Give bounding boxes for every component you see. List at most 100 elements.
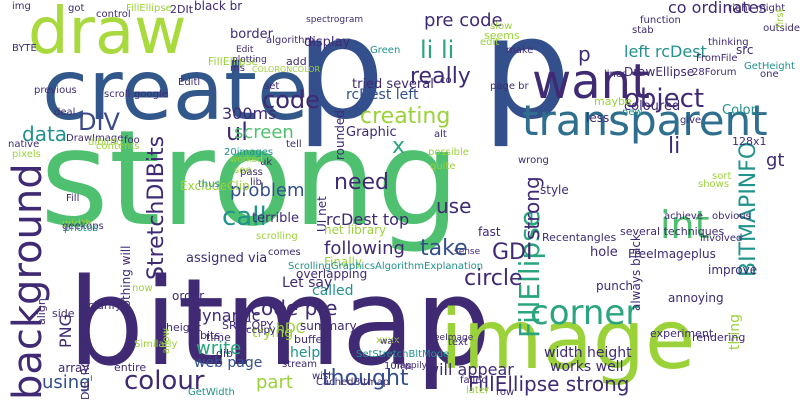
- word-trying: trying: [252, 325, 294, 341]
- word-int: int: [660, 203, 710, 247]
- word-native: native: [8, 139, 40, 150]
- word-height: height: [166, 321, 202, 334]
- word-img: img: [12, 1, 31, 12]
- word-sort: sort: [712, 171, 732, 182]
- word-new: new: [622, 107, 643, 118]
- word-fillellipse-strong: FillEllipse strong: [468, 372, 630, 396]
- word-stab: stab: [632, 25, 654, 36]
- word-lines: lines: [604, 69, 628, 80]
- word-coloured: coloured: [624, 99, 681, 114]
- word-creating: creating: [360, 104, 451, 129]
- word-problem: problem: [230, 180, 305, 201]
- word-freeimageplus: FreeImageplus: [628, 247, 716, 261]
- word-pass: pass: [240, 167, 263, 178]
- word-maybe: maybe: [594, 95, 632, 108]
- word-will-appear: will appear: [426, 360, 514, 379]
- word-bits: bits: [200, 329, 221, 342]
- word-co-ordinates: co ordinates: [668, 0, 767, 17]
- word-order: order: [172, 289, 204, 303]
- word-width-height: width height: [544, 345, 632, 361]
- word-allow: allow: [161, 328, 172, 354]
- word-screen: screen: [234, 122, 294, 143]
- word-wish: wish: [312, 371, 335, 382]
- word-photos: photos: [64, 223, 99, 234]
- word-transparent: transparent: [522, 96, 768, 145]
- word-finally: Finally: [324, 255, 363, 269]
- word-first: first: [775, 8, 786, 28]
- word-spectrogram: spectrogram: [306, 15, 364, 25]
- word-cachedbitmap: CachedBitmap: [316, 377, 390, 388]
- word-gdi: GDI: [492, 240, 533, 265]
- word-similarly: Similarly: [134, 339, 178, 350]
- word-display: display: [304, 35, 351, 50]
- word-text: text: [448, 337, 468, 348]
- word-scrolling: scrolling: [256, 231, 298, 242]
- word-geekops: geekops: [62, 221, 104, 232]
- word-corner: corner: [530, 293, 640, 333]
- word-quite: quite: [430, 161, 456, 172]
- word-28forum: 28Forum: [692, 67, 737, 78]
- word-experiment: experiment: [650, 327, 714, 340]
- word-300ms: 300ms: [222, 104, 277, 123]
- word-object: object: [624, 84, 705, 114]
- word-style: style: [540, 183, 569, 197]
- word-less: less: [586, 111, 610, 125]
- word-right: right: [728, 3, 752, 14]
- word-bitmap: bitmap: [68, 254, 492, 393]
- word-green: Green: [370, 45, 401, 56]
- word-wrong: wrong: [518, 155, 549, 166]
- word-got: got: [68, 3, 85, 14]
- word-freeimage: FreeImage: [426, 333, 474, 343]
- word-align: align: [35, 298, 48, 325]
- word-width: width: [62, 217, 93, 230]
- word-color: Color: [722, 103, 756, 118]
- word-border: border: [230, 27, 273, 42]
- word-happily: happily: [394, 361, 427, 371]
- word-scroll: scroll: [104, 89, 131, 100]
- word-outside: outside: [763, 23, 800, 34]
- word-x: x: [392, 134, 406, 159]
- word-works-well: works well: [550, 359, 624, 375]
- word-srccopy: SRCCOPY: [222, 319, 274, 332]
- word-black-br: black br: [194, 0, 243, 13]
- word-might: might: [756, 3, 786, 14]
- word-fromfile: FromFile: [696, 53, 738, 64]
- word-achieve: achieve: [664, 211, 703, 222]
- word-src: src: [736, 43, 754, 57]
- word-coloroncolor: COLORONCOLOR: [252, 65, 321, 74]
- word-thus: thus: [198, 179, 220, 190]
- word-part: part: [256, 372, 293, 393]
- word-rcdest-top: rcDest top: [326, 210, 410, 229]
- word-involved: involved: [700, 233, 743, 244]
- word-net-library: net library: [324, 223, 387, 237]
- word-following: following: [324, 238, 405, 259]
- word-rounded: rounded: [333, 110, 347, 160]
- word-previous: previous: [34, 85, 77, 96]
- word-comes: comes: [268, 247, 301, 258]
- word-dib: dib: [216, 347, 234, 360]
- word-drawellipse: DrawEllipse: [624, 65, 695, 79]
- word-tell: tell: [286, 139, 302, 150]
- word-dibinfo: dibinfo: [88, 137, 123, 148]
- word-dynamic: dynamic: [192, 306, 261, 325]
- word-hole: hole: [590, 245, 618, 260]
- word-shows: shows: [698, 179, 730, 190]
- word-entire: entire: [114, 361, 147, 374]
- word-failed: failed: [460, 375, 488, 386]
- word-ul: ul: [226, 118, 248, 146]
- word-use: use: [436, 194, 472, 218]
- word-p-2: p: [482, 0, 571, 151]
- word-colour: colour: [124, 366, 205, 396]
- word-strong: strong: [40, 102, 461, 256]
- word-code: code: [262, 86, 320, 114]
- word-ms: ms: [230, 63, 245, 74]
- word-web-page: web page: [194, 355, 263, 371]
- word-setstretchbltmode: SetStretchBltMode: [356, 349, 450, 360]
- word-write: write: [196, 338, 242, 359]
- word-graphic: Graphic: [346, 125, 397, 140]
- word-slow: slow: [490, 21, 513, 32]
- word-stream: stream: [282, 359, 318, 370]
- word-edit-cap: Edit: [236, 45, 254, 55]
- word-algorithm: algorithm: [266, 35, 315, 46]
